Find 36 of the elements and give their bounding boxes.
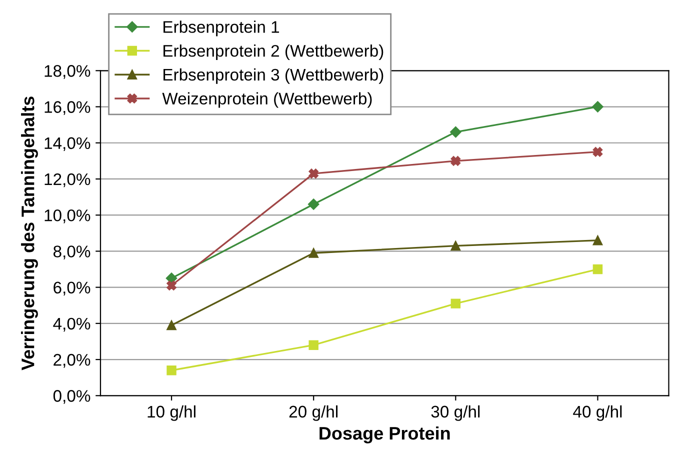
x-tick-label: 20 g/hl	[289, 405, 338, 421]
legend-label: Weizenprotein (Wettbewerb)	[162, 92, 372, 108]
y-tick-label: 0,0%	[53, 390, 90, 404]
point	[308, 168, 318, 178]
point	[166, 366, 176, 376]
point	[592, 101, 604, 112]
x-tick-label: 40 g/hl	[573, 405, 622, 421]
point	[166, 320, 176, 330]
y-axis-title: Verringerung des Tanningehalts	[21, 96, 38, 370]
point	[450, 240, 461, 251]
point	[450, 156, 461, 166]
point	[166, 280, 176, 290]
y-tick-label: 12,0%	[44, 173, 90, 188]
y-tick-label: 18,0%	[44, 65, 90, 79]
point	[592, 147, 603, 157]
legend-label: Erbsenprotein 1	[164, 20, 280, 36]
y-tick-label: 2,0%	[54, 354, 90, 368]
y-tick-label: 10,0%	[44, 209, 90, 224]
point	[592, 236, 603, 246]
x-tick-label: 10 g/hl	[148, 405, 196, 421]
y-tick-label: 16,0%	[44, 101, 90, 115]
point	[166, 272, 178, 284]
y-tick-label: 4,0%	[53, 318, 90, 332]
x-axis-title: Dosage Protein	[320, 426, 450, 444]
y-tick-label: 14,0%	[44, 137, 90, 152]
y-tick-label: 6,0%	[54, 282, 90, 296]
point	[450, 298, 461, 308]
point	[450, 126, 462, 138]
legend-label: Erbsenprotein 3 (Wettbewerb)	[164, 68, 384, 84]
legend-label: Erbsenprotein 2 (Wettbewerb)	[164, 44, 384, 60]
point	[308, 340, 318, 350]
y-tick-label: 8,0%	[54, 246, 90, 260]
point	[308, 248, 318, 258]
x-tick-label: 30 g/hl	[431, 405, 480, 421]
point	[308, 198, 320, 210]
point	[592, 264, 603, 274]
